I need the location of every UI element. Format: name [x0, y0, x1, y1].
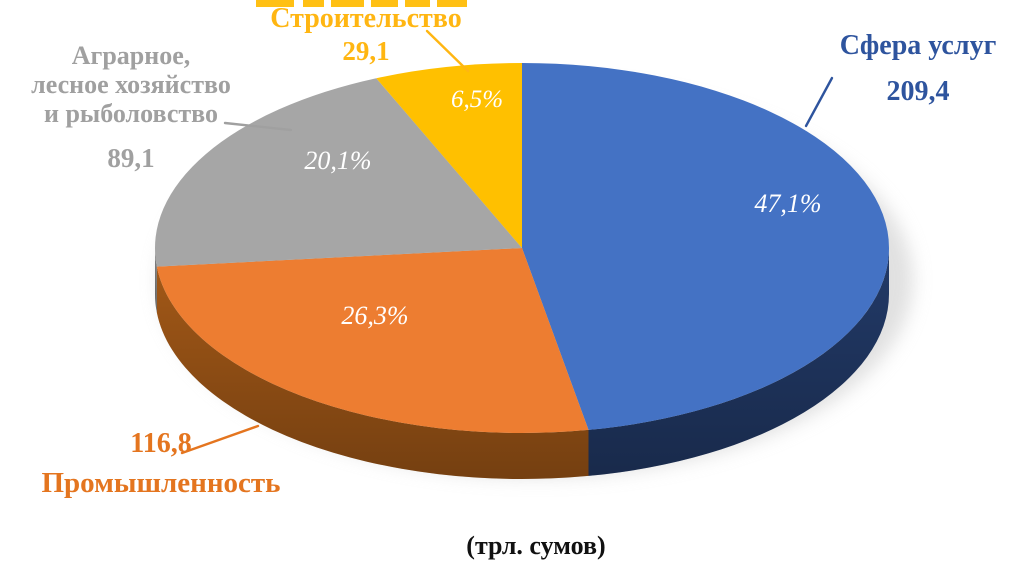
unit-note: (трл. сумов) — [466, 531, 606, 560]
percent-label-construction: 6,5% — [450, 86, 504, 113]
slice-value: 209,4 — [886, 76, 950, 107]
callout-services: Сфера услуг 209,4 — [812, 30, 1024, 108]
slice-side-shading-services — [588, 248, 889, 476]
callout-industry: 116,8 Промышленность — [28, 428, 294, 500]
slice-top-industry — [156, 248, 589, 433]
slice-label: Строительство — [270, 3, 462, 34]
leader-line-services — [804, 76, 834, 128]
leader-line-agriculture — [223, 121, 293, 132]
callout-agriculture: Аграрное, лесное хозяйство и рыболовство… — [6, 41, 256, 174]
percent-label-industry: 26,3% — [341, 301, 409, 330]
slice-label: Аграрное, лесное хозяйство и рыболовство — [31, 41, 231, 128]
slice-side-shading-agriculture — [155, 248, 157, 313]
slice-value: 89,1 — [107, 143, 155, 173]
slice-top-agriculture — [155, 78, 522, 267]
percent-label-services: 47,1% — [754, 189, 822, 218]
leader-line-construction — [425, 29, 470, 73]
slice-value: 116,8 — [130, 428, 192, 459]
slice-top-services — [522, 63, 890, 430]
slice-side-shading-industry — [156, 266, 589, 480]
leader-line-industry — [180, 424, 260, 455]
slice-top-construction — [376, 63, 522, 248]
callout-construction: Строительство 29,1 — [236, 4, 496, 67]
slice-value: 29,1 — [342, 36, 390, 66]
slice-label: Сфера услуг — [839, 30, 997, 61]
slice-label: Промышленность — [41, 467, 281, 499]
percent-label-agriculture: 20,1% — [304, 146, 372, 175]
